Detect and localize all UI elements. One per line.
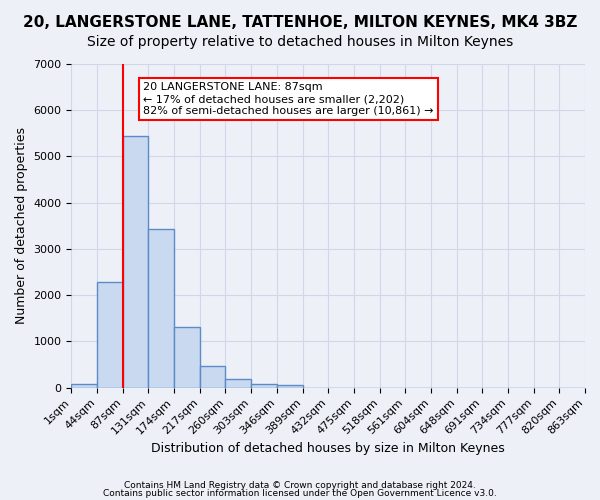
Bar bbox=[71, 384, 97, 388]
Bar bbox=[123, 136, 148, 388]
Bar bbox=[277, 385, 302, 388]
Text: Contains HM Land Registry data © Crown copyright and database right 2024.: Contains HM Land Registry data © Crown c… bbox=[124, 481, 476, 490]
Bar bbox=[174, 327, 200, 388]
Text: Contains public sector information licensed under the Open Government Licence v3: Contains public sector information licen… bbox=[103, 488, 497, 498]
Bar bbox=[200, 366, 226, 388]
X-axis label: Distribution of detached houses by size in Milton Keynes: Distribution of detached houses by size … bbox=[151, 442, 505, 455]
Bar bbox=[226, 379, 251, 388]
Text: 20 LANGERSTONE LANE: 87sqm
← 17% of detached houses are smaller (2,202)
82% of s: 20 LANGERSTONE LANE: 87sqm ← 17% of deta… bbox=[143, 82, 434, 116]
Text: 20, LANGERSTONE LANE, TATTENHOE, MILTON KEYNES, MK4 3BZ: 20, LANGERSTONE LANE, TATTENHOE, MILTON … bbox=[23, 15, 577, 30]
Text: Size of property relative to detached houses in Milton Keynes: Size of property relative to detached ho… bbox=[87, 35, 513, 49]
Bar bbox=[97, 282, 123, 388]
Bar bbox=[148, 229, 174, 388]
Bar bbox=[251, 384, 277, 388]
Y-axis label: Number of detached properties: Number of detached properties bbox=[15, 128, 28, 324]
